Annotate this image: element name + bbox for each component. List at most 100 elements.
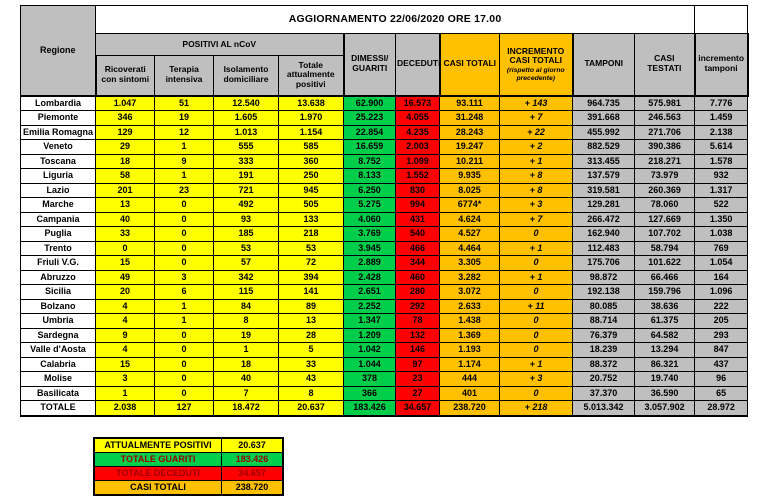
cell-dimessi: 378 [343, 371, 396, 387]
cell-regione: Lazio [20, 182, 96, 198]
cell-regione: Emilia Romagna [20, 124, 96, 140]
cell-isolamento: 53 [213, 240, 279, 256]
cell-terapia: 0 [154, 327, 214, 343]
cell-ricoverati: 33 [95, 226, 155, 242]
cell-casi-totali: 1.438 [439, 313, 500, 329]
header-incremento-casi-note: (rispetto al giorno precedente) [506, 67, 565, 82]
cell-incremento: + 2 [499, 139, 573, 155]
cell-isolamento: 40 [213, 371, 279, 387]
cell-terapia: 0 [154, 211, 214, 227]
cell-incremento: 0 [499, 255, 573, 271]
cell-casi-totali: 3.282 [439, 269, 500, 285]
cell-totale-positivi: 945 [278, 182, 344, 198]
table-row: Calabria 15 0 18 33 1.044 97 1.174 + 1 88.372 86.3… [20, 356, 749, 372]
cell-totale-positivi: 8 [278, 385, 344, 401]
cell-dimessi: 16.659 [343, 139, 396, 155]
cell-isolamento: 191 [213, 168, 279, 184]
cell-casi-totali: 19.247 [439, 139, 500, 155]
cell-deceduti: 830 [395, 182, 440, 198]
cell-terapia: 1 [154, 139, 214, 155]
table-row: Emilia Romagna 129 12 1.013 1.154 22.854 4.235… [20, 124, 749, 140]
cell-deceduti: 4.235 [395, 124, 440, 140]
cell-regione: Molise [20, 371, 96, 387]
cell-casi-testati: 78.060 [633, 197, 696, 213]
cell-casi-totali: 1.174 [439, 356, 500, 372]
cell-incremento-tamponi: 1.038 [694, 226, 749, 242]
cell-terapia: 0 [154, 356, 214, 372]
cell-deceduti: 292 [395, 298, 440, 314]
summary-legend: ATTUALMENTE POSITIVI 20.637 TOTALE GUARITI… [93, 437, 284, 496]
table-row: Marche 13 0 492 505 5.275 994 6774* + 3 129.281 78… [20, 197, 749, 213]
cell-tamponi: 882.529 [572, 139, 635, 155]
cell-totale-positivi: 250 [278, 168, 344, 184]
cell-regione: Calabria [20, 356, 96, 372]
cell-tamponi: 5.013.342 [572, 400, 635, 417]
legend-row: TOTALE GUARITI 183.426 [93, 452, 284, 467]
cell-casi-testati: 107.702 [633, 226, 696, 242]
cell-casi-testati: 218.271 [633, 153, 696, 169]
cell-tamponi: 20.752 [572, 371, 635, 387]
cell-incremento-tamponi: 65 [694, 385, 749, 401]
cell-casi-testati: 159.796 [633, 284, 696, 300]
cell-tamponi: 37.370 [572, 385, 635, 401]
cell-casi-testati: 64.582 [633, 327, 696, 343]
cell-ricoverati: 49 [95, 269, 155, 285]
cell-incremento: + 8 [499, 168, 573, 184]
cell-casi-totali: 9.935 [439, 168, 500, 184]
cell-incremento-tamponi: 1.054 [694, 255, 749, 271]
cell-tamponi: 129.281 [572, 197, 635, 213]
cell-terapia: 9 [154, 153, 214, 169]
cell-dimessi: 4.060 [343, 211, 396, 227]
cell-incremento: 0 [499, 385, 573, 401]
cell-casi-testati: 101.622 [633, 255, 696, 271]
cell-terapia: 0 [154, 240, 214, 256]
cell-casi-testati: 271.706 [633, 124, 696, 140]
cell-deceduti: 1.552 [395, 168, 440, 184]
cell-incremento: + 8 [499, 182, 573, 198]
cell-isolamento: 492 [213, 197, 279, 213]
cell-casi-testati: 38.636 [633, 298, 696, 314]
cell-totale-positivi: 1.154 [278, 124, 344, 140]
legend-value: 183.426 [221, 452, 284, 467]
table-body: Lombardia 1.047 51 12.540 13.638 62.900 16.573… [20, 94, 749, 417]
cell-ricoverati: 18 [95, 153, 155, 169]
cell-regione: Sicilia [20, 284, 96, 300]
cell-casi-totali: 1.193 [439, 342, 500, 358]
cell-casi-totali: 6774* [439, 197, 500, 213]
cell-ricoverati: 13 [95, 197, 155, 213]
cell-tamponi: 192.138 [572, 284, 635, 300]
cell-isolamento: 721 [213, 182, 279, 198]
cell-isolamento: 8 [213, 313, 279, 329]
cell-incremento-tamponi: 1.578 [694, 153, 749, 169]
cell-ricoverati: 9 [95, 327, 155, 343]
cell-dimessi: 366 [343, 385, 396, 401]
cell-incremento: + 22 [499, 124, 573, 140]
cell-ricoverati: 20 [95, 284, 155, 300]
cell-incremento: 0 [499, 284, 573, 300]
cell-incremento: + 143 [499, 94, 573, 111]
table-row: Umbria 4 1 8 13 1.347 78 1.438 0 88.714 61.375 205 [20, 313, 749, 329]
cell-regione: Piemonte [20, 110, 96, 126]
cell-terapia: 0 [154, 371, 214, 387]
cell-isolamento: 342 [213, 269, 279, 285]
cell-dimessi: 6.250 [343, 182, 396, 198]
cell-ricoverati: 3 [95, 371, 155, 387]
cell-terapia: 0 [154, 385, 214, 401]
cell-incremento: + 3 [499, 371, 573, 387]
cell-deceduti: 16.573 [395, 94, 440, 111]
cell-tamponi: 964.735 [572, 94, 635, 111]
cell-incremento: 0 [499, 313, 573, 329]
cell-deceduti: 460 [395, 269, 440, 285]
cell-incremento: + 7 [499, 211, 573, 227]
cell-casi-testati: 390.386 [633, 139, 696, 155]
cell-isolamento: 18.472 [213, 400, 279, 417]
cell-tamponi: 76.379 [572, 327, 635, 343]
header-casi-testati: CASI TESTATI [633, 33, 696, 97]
cell-tamponi: 88.372 [572, 356, 635, 372]
cell-casi-testati: 3.057.902 [633, 400, 696, 417]
cell-incremento: + 1 [499, 269, 573, 285]
cell-incremento: + 1 [499, 240, 573, 256]
cell-terapia: 1 [154, 168, 214, 184]
cell-deceduti: 34.657 [395, 400, 440, 417]
header-regione: Regione [20, 5, 96, 96]
